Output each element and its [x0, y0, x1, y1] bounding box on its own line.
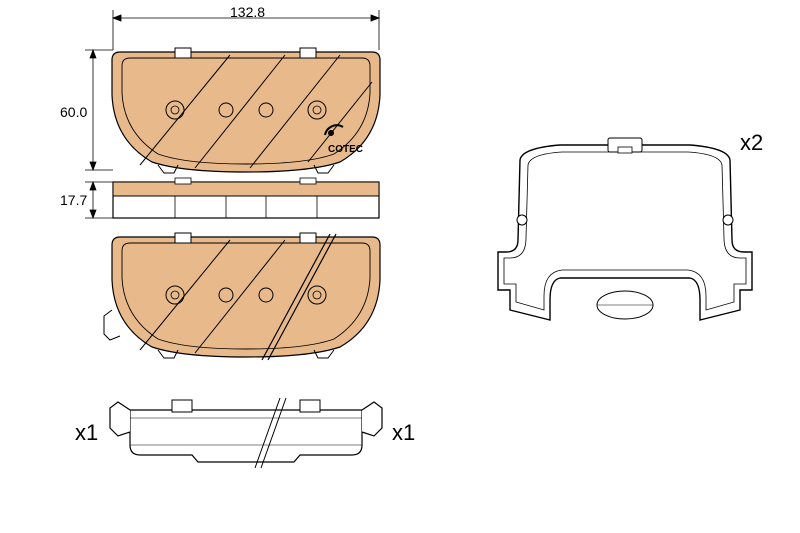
spring-clip — [498, 138, 752, 320]
qty-clip-right: x1 — [392, 420, 415, 446]
qty-clip-left: x1 — [75, 420, 98, 446]
brand-text: COTEC — [328, 144, 363, 155]
dim-thickness-label: 17.7 — [60, 192, 87, 208]
dim-height-label: 60.0 — [60, 104, 87, 120]
anti-rattle-clip — [110, 398, 382, 468]
dim-thickness — [85, 182, 113, 218]
dim-width-label: 132.8 — [230, 4, 265, 20]
qty-spring: x2 — [740, 130, 763, 156]
brake-pad-side — [113, 178, 379, 218]
brake-pad-bottom — [104, 233, 380, 360]
diagram-canvas: COTEC 132.8 60.0 17.7 x1 x1 x2 — [0, 0, 800, 533]
dim-height — [85, 50, 113, 170]
technical-drawing: COTEC — [0, 0, 800, 533]
